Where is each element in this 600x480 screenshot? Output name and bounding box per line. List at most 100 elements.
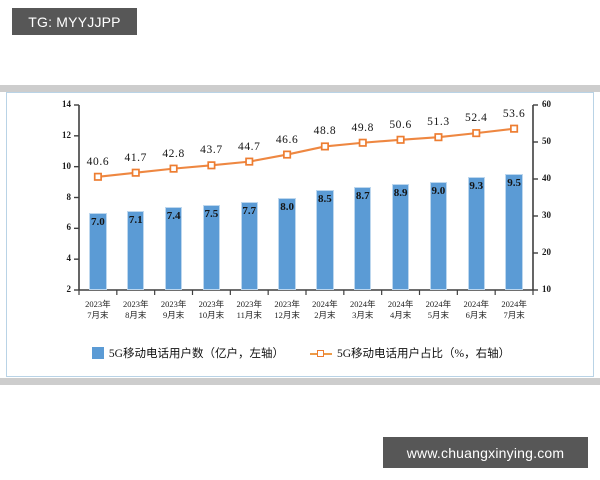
left-axis-tick-label: 14 <box>62 99 71 109</box>
x-axis-category-line: 2024年 <box>501 299 527 309</box>
x-axis-category-line: 2023年 <box>236 299 262 309</box>
x-axis-category-label: 2023年 11月末 <box>230 299 268 321</box>
bar-column[interactable] <box>127 211 145 290</box>
bar-column[interactable] <box>505 174 523 290</box>
chart-svg <box>74 104 538 295</box>
x-axis-category-line: 7月末 <box>87 310 109 320</box>
bar-column[interactable] <box>89 212 107 290</box>
line-value-label: 46.6 <box>275 133 299 146</box>
plot-area <box>7 93 595 378</box>
bar-value-label: 9.5 <box>507 177 521 190</box>
x-axis-category-label: 2023年 10月末 <box>193 299 231 321</box>
bar-value-label: 9.3 <box>469 180 484 193</box>
x-axis-category-line: 2024年 <box>349 299 376 309</box>
x-axis-category-line: 2023年 <box>274 299 300 309</box>
tag-watermark-text: TG: MYYJJPP <box>28 13 121 30</box>
line-series-marker-icon <box>309 348 332 358</box>
line-value-label: 42.8 <box>162 147 185 160</box>
right-axis-tick-label: 50 <box>542 136 551 146</box>
left-axis-tick-label: 12 <box>62 129 71 140</box>
x-axis-category-label: 2024年 5月末 <box>420 299 458 321</box>
bar-value-label: 7.5 <box>204 208 219 221</box>
x-axis-category-label: 2024年 3月末 <box>344 299 382 321</box>
x-axis-category-label: 2023年 8月末 <box>117 299 155 321</box>
bar-column[interactable] <box>429 182 448 290</box>
bar-value-label: 9.0 <box>431 185 446 198</box>
bar-column[interactable] <box>202 205 221 290</box>
bar-value-label: 7.4 <box>166 209 181 222</box>
left-axis-tick-label: 6 <box>66 222 72 233</box>
right-axis-tick-label: 20 <box>542 247 551 257</box>
x-axis-category-line: 11月末 <box>236 310 262 320</box>
x-axis-category-line: 2024年 <box>425 299 452 309</box>
x-axis-category-line: 5月末 <box>427 310 450 320</box>
bar-value-label: 8.5 <box>318 192 332 205</box>
bar-value-label: 8.7 <box>355 189 370 202</box>
tag-watermark-badge: TG: MYYJJPP <box>12 8 137 35</box>
x-axis-category-line: 9月末 <box>162 310 185 320</box>
line-value-label: 53.6 <box>502 107 526 120</box>
bar-value-label: 7.1 <box>128 214 143 227</box>
legend-item-bar-series[interactable]: 5G移动电话用户数（亿户，左轴） <box>91 345 284 361</box>
x-axis-category-label: 2024年 2月末 <box>306 299 344 321</box>
x-axis-category-line: 2024年 <box>387 299 414 309</box>
x-axis-category-label: 2023年 9月末 <box>155 299 193 321</box>
chart-legend: 5G移动电话用户数（亿户，左轴） 5G移动电话用户占比（%，右轴） <box>7 345 595 361</box>
site-watermark-text: www.chuangxinying.com <box>406 444 565 461</box>
line-value-label: 51.3 <box>427 116 450 129</box>
line-value-label: 49.8 <box>351 121 375 134</box>
bar-value-label: 7.7 <box>242 205 257 218</box>
x-axis-category-line: 4月末 <box>389 310 412 320</box>
bar-column[interactable] <box>164 206 183 290</box>
x-axis-category-line: 2024年 <box>463 299 489 309</box>
x-axis-category-label: 2024年 4月末 <box>382 299 420 321</box>
bar-column[interactable] <box>278 197 296 290</box>
line-value-label: 43.7 <box>200 144 223 157</box>
line-value-label: 50.6 <box>389 118 412 131</box>
right-axis-tick-label: 40 <box>542 173 551 183</box>
legend-item-line-series[interactable]: 5G移动电话用户占比（%，右轴） <box>309 345 511 361</box>
legend-item-label: 5G移动电话用户占比（%，右轴） <box>336 348 511 360</box>
left-axis-tick-label: 4 <box>66 253 72 264</box>
bar-value-label: 8.9 <box>393 186 408 199</box>
bar-value-label: 7.0 <box>91 215 105 228</box>
legend-item-label: 5G移动电话用户数（亿户，左轴） <box>108 348 284 360</box>
x-axis-category-line: 3月末 <box>352 310 374 320</box>
x-axis-category-label: 2023年 12月末 <box>268 299 306 321</box>
x-axis-category-label: 2024年 7月末 <box>495 299 533 321</box>
line-value-label: 48.8 <box>313 125 337 138</box>
x-axis-category-line: 2023年 <box>122 299 149 309</box>
left-axis-tick-label: 10 <box>62 160 71 171</box>
x-axis-category-line: 2023年 <box>85 299 111 309</box>
bar-series-swatch-icon <box>91 347 104 359</box>
right-axis-tick-label: 10 <box>542 284 551 294</box>
bar-column[interactable] <box>467 177 485 290</box>
x-axis-category-line: 2023年 <box>160 299 187 309</box>
left-axis-tick-label: 8 <box>66 191 72 202</box>
line-value-label: 52.4 <box>464 112 488 125</box>
x-axis-category-line: 12月末 <box>274 310 300 320</box>
divider-band-bottom <box>0 378 600 385</box>
line-value-label: 40.6 <box>86 155 110 168</box>
divider-band-top <box>0 85 600 92</box>
bar-column[interactable] <box>240 202 258 290</box>
x-axis-category-line: 8月末 <box>125 310 147 320</box>
x-axis-category-line: 2023年 <box>198 299 225 309</box>
site-watermark-badge: www.chuangxinying.com <box>383 437 588 468</box>
x-axis-category-label: 2023年 7月末 <box>79 299 117 321</box>
bar-value-label: 8.0 <box>280 200 294 213</box>
line-value-label: 44.7 <box>237 140 261 153</box>
x-axis-category-line: 2月末 <box>314 310 336 320</box>
right-axis-tick-label: 30 <box>542 210 551 220</box>
left-axis-tick-label: 2 <box>66 284 72 294</box>
bar-column[interactable] <box>391 183 410 290</box>
x-axis-category-line: 10月末 <box>198 310 225 320</box>
bar-column[interactable] <box>354 186 372 290</box>
right-axis-tick-label: 60 <box>542 99 551 109</box>
chart-panel: 14 12 10 8 6 4 2 60 50 40 30 20 10 2023年 7月末 2023年 8月末… <box>6 92 594 377</box>
bar-column[interactable] <box>316 189 334 290</box>
x-axis-category-line: 7月末 <box>503 310 525 320</box>
x-axis-category-line: 6月末 <box>465 310 487 320</box>
x-axis-category-label: 2024年 6月末 <box>457 299 495 321</box>
line-value-label: 41.7 <box>124 151 148 164</box>
